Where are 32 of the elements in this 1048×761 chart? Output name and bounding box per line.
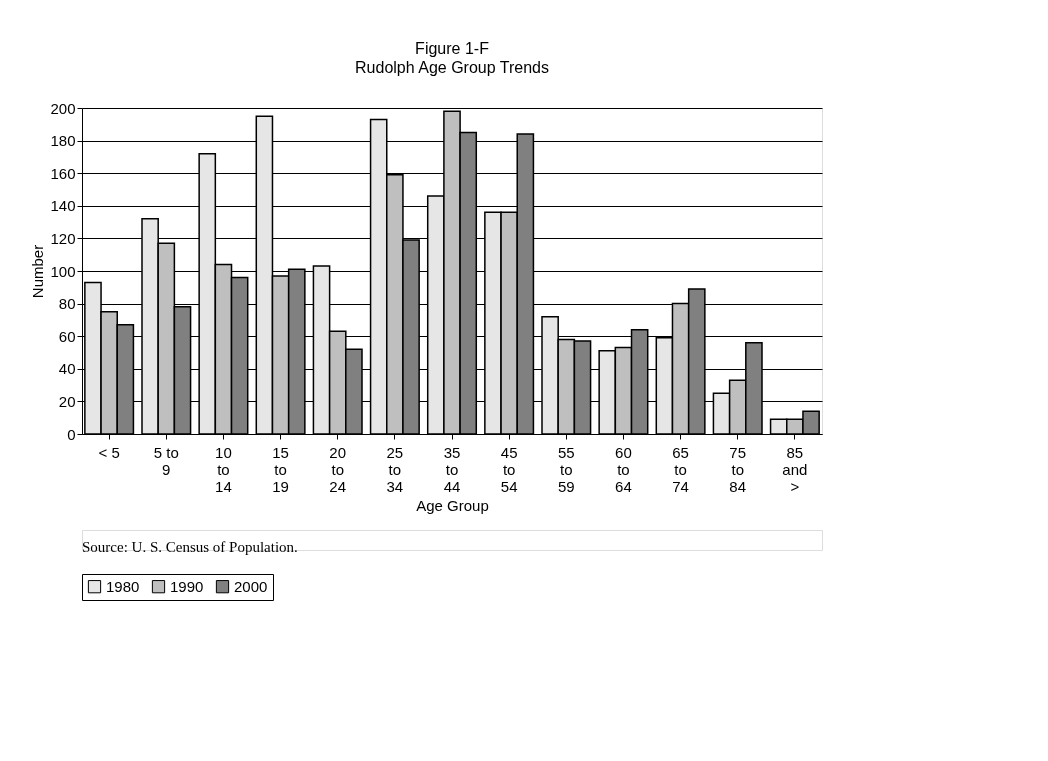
x-tick-label: 45 to 54 xyxy=(500,443,518,495)
x-tick-label: 15 to 19 xyxy=(272,443,289,495)
x-tick-label: < 5 xyxy=(98,443,120,461)
x-tick-label: 75 to 84 xyxy=(729,443,747,495)
chart-title: Figure 1-F xyxy=(415,40,490,57)
x-tick-label: 60 to 64 xyxy=(615,443,632,495)
y-tick-label: 120 xyxy=(50,229,76,247)
x-tick-label: 65 to 74 xyxy=(672,443,689,495)
y-tick-label: 180 xyxy=(50,132,76,150)
x-tick-label: 35 to 44 xyxy=(443,443,461,495)
y-tick-label: 160 xyxy=(50,164,76,182)
x-tick-label: 10 to 14 xyxy=(215,443,232,495)
x-tick-label: 55 to 59 xyxy=(557,443,575,495)
y-tick-label: 40 xyxy=(58,360,76,378)
y-tick-label: 0 xyxy=(67,425,76,443)
y-tick-label: 100 xyxy=(50,262,76,280)
y-axis-title: Number xyxy=(29,244,47,299)
y-tick-label: 60 xyxy=(58,327,76,345)
y-tick-label: 200 xyxy=(50,99,76,117)
legend-label: 1990 xyxy=(170,577,204,595)
x-tick-label: 85 and > xyxy=(782,443,808,495)
y-tick-label: 80 xyxy=(58,295,76,313)
legend-label: 2000 xyxy=(234,577,268,595)
x-axis-title: Age Group xyxy=(416,496,489,514)
x-tick-label: 5 to 9 xyxy=(153,443,179,478)
source-note: Source: U. S. Census of Population. xyxy=(82,539,298,555)
legend-label: 1980 xyxy=(106,577,140,595)
y-tick-label: 140 xyxy=(50,197,76,215)
x-tick-label: 25 to 34 xyxy=(386,443,404,495)
chart-subtitle: Rudolph Age Group Trends xyxy=(355,59,549,76)
y-tick-label: 20 xyxy=(58,392,76,410)
x-tick-label: 20 to 24 xyxy=(329,443,347,495)
